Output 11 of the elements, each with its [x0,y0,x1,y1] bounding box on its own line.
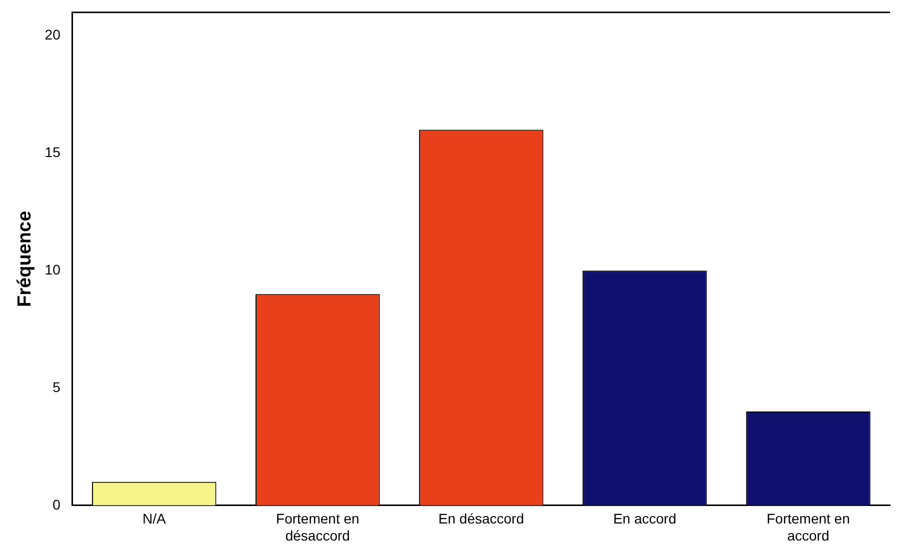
y-tick-label: 10 [44,261,61,278]
x-tick-label: N/A [142,510,166,527]
y-tick-label: 20 [44,26,61,43]
x-tick-label: En désaccord [438,510,524,527]
y-tick-label: 15 [44,144,61,160]
y-axis-title: Fréquence [14,210,36,307]
x-tick-label: En accord [613,510,676,527]
x-tick-label: Fortement en accord [766,510,850,544]
y-tick-label: 0 [52,496,61,512]
x-tick-label: Fortement en désaccord [276,510,360,544]
y-tick-label: 5 [52,378,61,395]
